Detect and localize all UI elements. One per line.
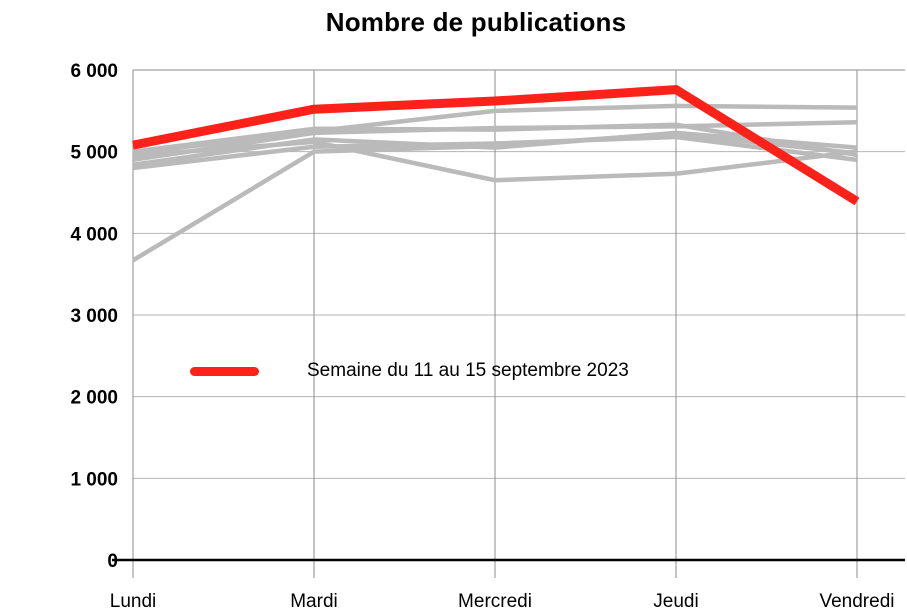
series-line-previous-week — [132, 122, 858, 158]
y-tick-label: 6 000 — [70, 61, 118, 82]
series-line-previous-week — [132, 134, 858, 171]
y-tick-label: 1 000 — [70, 469, 118, 490]
series-line-previous-week — [132, 139, 858, 183]
y-tick-label: 2 000 — [70, 388, 118, 409]
legend-label: Semaine du 11 au 15 septembre 2023 — [307, 360, 629, 381]
x-axis-label: Mercredi — [458, 591, 532, 612]
x-axis-label: Mardi — [290, 591, 338, 612]
legend: Semaine du 11 au 15 septembre 2023 — [190, 359, 629, 383]
series-line-previous-week — [131, 131, 858, 263]
chart-title: Nombre de publications — [325, 7, 627, 37]
x-axis-label: Lundi — [110, 591, 157, 612]
legend-swatch-icon — [190, 366, 259, 376]
x-axis-label: Jeudi — [653, 591, 698, 612]
series-line-current-week — [132, 85, 860, 206]
y-tick-label: 0 — [107, 551, 118, 572]
x-axis-label: Vendredi — [819, 591, 894, 612]
y-tick-label: 5 000 — [70, 143, 118, 164]
y-tick-label: 4 000 — [70, 224, 118, 245]
y-tick-label: 3 000 — [70, 306, 118, 327]
